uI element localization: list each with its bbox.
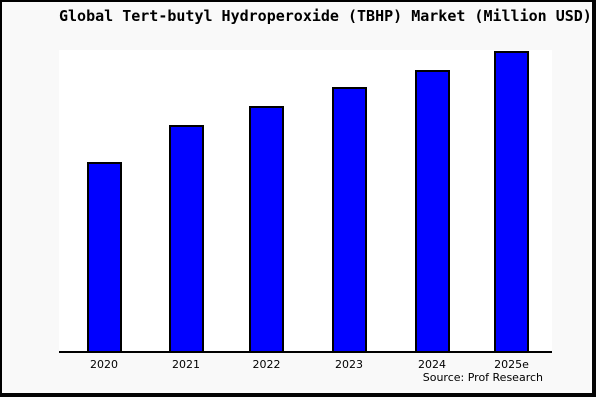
x-tick-2022: 2022 [252, 358, 281, 371]
bar-2022 [249, 106, 284, 351]
source-note: Source: Prof Research [422, 371, 543, 384]
plot-area [59, 50, 552, 353]
bar-2021 [168, 125, 204, 351]
bar-2024 [414, 70, 450, 351]
bar-2025e [494, 51, 529, 351]
x-tick-2025e: 2025e [494, 358, 529, 371]
x-tick-2023: 2023 [335, 358, 363, 371]
x-tick-2020: 2020 [90, 358, 118, 371]
bar-2020 [86, 162, 122, 351]
x-tick-2024: 2024 [418, 358, 446, 371]
bar-2023 [331, 87, 367, 351]
chart-title: Global Tert-butyl Hydroperoxide (TBHP) M… [59, 7, 592, 25]
x-tick-2021: 2021 [172, 358, 200, 371]
